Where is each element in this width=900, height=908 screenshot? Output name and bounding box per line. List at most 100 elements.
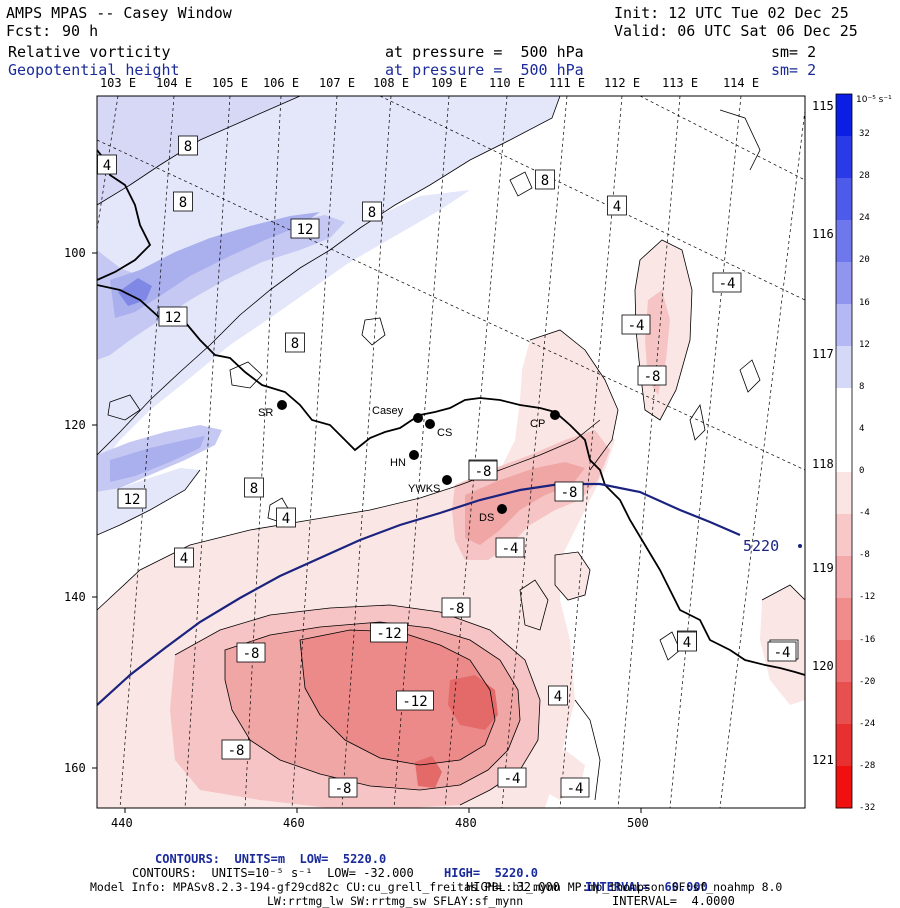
- station-marker: [409, 450, 419, 460]
- colorbar-tick-label: 32: [859, 129, 870, 139]
- colorbar-swatch: [836, 766, 852, 809]
- station-label-ds: DS: [479, 512, 494, 524]
- model-info-radiation: LW:rrtmg_lw SW:rrtmg_sw SFLAY:sf_mynn: [267, 894, 524, 908]
- contour-label-text: -8: [243, 646, 260, 662]
- contour-label-text: 8: [184, 139, 192, 155]
- contour-label-text: 12: [165, 310, 182, 326]
- contour-label: 8: [285, 332, 305, 353]
- station-marker: [425, 419, 435, 429]
- contour-label: 4: [548, 685, 568, 706]
- contour-label: -4: [497, 767, 527, 788]
- lon-label: 114 E: [722, 76, 760, 90]
- lon-label: 111 E: [548, 76, 586, 90]
- colorbar-swatch: [836, 598, 852, 641]
- contour-label: -8: [468, 460, 498, 481]
- station-label-ywks: YWKS: [408, 483, 440, 495]
- contour-label-text: -8: [561, 485, 578, 501]
- x-axis: 440 460 480 500: [111, 808, 649, 830]
- contour-label-text: -8: [228, 743, 245, 759]
- colorbar-tick-label: -12: [859, 592, 876, 603]
- lon-label: 106 E: [262, 76, 300, 90]
- colorbar-swatch: [836, 304, 852, 347]
- coastline: [97, 284, 805, 676]
- lon-label: 103 E: [99, 76, 137, 90]
- colorbar-swatch: [836, 94, 852, 137]
- station-marker: [277, 400, 287, 410]
- contour-label: 12: [117, 488, 147, 509]
- colorbar-tick-label: -32: [859, 803, 876, 813]
- height-contours-units: CONTOURS: UNITS=m LOW= 5220.0: [155, 852, 387, 866]
- contour-label-text: 4: [554, 689, 562, 705]
- plot-title: AMPS MPAS -- Casey Window: [6, 4, 232, 22]
- lon-label: 105 E: [211, 76, 249, 90]
- colorbar-swatch: [836, 220, 852, 263]
- contour-label-text: -8: [335, 781, 352, 797]
- vorticity-contours-interval: INTERVAL= 4.0000: [612, 894, 735, 908]
- contour-label: 8: [178, 135, 198, 156]
- lon-label: 112 E: [603, 76, 641, 90]
- contour-label: -8: [236, 642, 266, 663]
- contour-label: -12: [396, 690, 434, 711]
- colorbar-tick-label: -24: [859, 718, 876, 729]
- station-marker: [497, 504, 507, 514]
- x-tick-label: 480: [455, 816, 477, 830]
- colorbar-swatch: [836, 556, 852, 599]
- contour-label-text: 8: [250, 481, 258, 497]
- lon-label: 110 E: [488, 76, 526, 90]
- colorbar-swatch: [836, 430, 852, 473]
- contour-label-text: -4: [719, 276, 736, 292]
- colorbar: 10⁻⁵ s⁻¹: [835, 93, 892, 809]
- colorbar-swatch: [836, 388, 852, 431]
- contour-label: -4: [621, 314, 651, 335]
- colorbar-swatch: [836, 724, 852, 767]
- field2-level: at pressure = 500 hPa: [385, 61, 584, 79]
- footer-line-4: LW:rrtmg_lw SW:rrtmg_sw SFLAY:sf_mynn: [0, 880, 900, 908]
- map-area: 4 8 8 12 8 8 4 -4 12 -4 8 -8 12 8 -4 -8 4 4 -4 -8 -8 -12 -8 -12…: [97, 96, 805, 808]
- contour-label: -8: [328, 777, 358, 798]
- colorbar-swatch: [836, 262, 852, 305]
- positive-vorticity-shading: [97, 96, 560, 535]
- station-marker: [413, 413, 423, 423]
- height-contour-label: 5220: [743, 537, 779, 555]
- contour-label: 8: [535, 169, 555, 190]
- contour-label: -8: [221, 739, 251, 760]
- contour-label-text: 4: [282, 511, 290, 527]
- contour-label-text: -4: [502, 541, 519, 557]
- contour-label: -8: [441, 597, 471, 618]
- contour-label-text: -4: [774, 645, 791, 661]
- colorbar-swatch: [836, 640, 852, 683]
- top-longitude-labels: 103 E 104 E 105 E 106 E 107 E 108 E 109 …: [97, 76, 807, 92]
- vorticity-contours: [97, 96, 805, 806]
- longitude-lines: [97, 96, 805, 808]
- contour-label-text: -8: [448, 601, 465, 617]
- height-contours-interval: INTERVAL= 60.000: [585, 880, 708, 894]
- contour-label: 12: [290, 218, 320, 239]
- contour-label-text: 8: [179, 195, 187, 211]
- forecast-label: Fcst:: [6, 22, 52, 40]
- contour-label: -8: [554, 481, 584, 502]
- station-label-sr: SR: [258, 407, 273, 419]
- footer-line-1: CONTOURS: UNITS=m LOW= 5220.0 HIGH= 5220…: [0, 838, 900, 894]
- y-tick-label: 160: [64, 761, 86, 775]
- lon-label: 104 E: [155, 76, 193, 90]
- contour-label-text: -12: [376, 626, 401, 642]
- colorbar-tick-label: 4: [859, 423, 865, 434]
- contour-label: -8: [637, 365, 667, 386]
- colorbar-unit: 10⁻⁵ s⁻¹: [856, 95, 892, 105]
- station-label-casey: Casey: [372, 405, 404, 417]
- contour-labels: 4 8 8 12 8 8 4 -4 12 -4 8 -8 12 8 -4 -8 4 4 -4 -8 -8 -12 -8 -12…: [97, 135, 799, 798]
- contour-label: -4: [767, 641, 797, 662]
- colorbar-tick-label: 12: [859, 339, 870, 350]
- contour-label: 4: [607, 195, 627, 216]
- contour-label-text: 12: [124, 492, 141, 508]
- y-tick-label: 140: [64, 590, 86, 604]
- contour-label: 8: [244, 477, 264, 498]
- field2-smoothing: sm= 2: [771, 61, 817, 79]
- colorbar-tick-label: 0: [859, 466, 865, 476]
- contour-label: 12: [158, 306, 188, 327]
- contour-label: 4: [97, 154, 117, 175]
- contour-label: 4: [174, 547, 194, 568]
- forecast-hour: 90 h: [62, 22, 99, 40]
- colorbar-tick-label: 20: [859, 255, 870, 266]
- contour-label: 8: [173, 191, 193, 212]
